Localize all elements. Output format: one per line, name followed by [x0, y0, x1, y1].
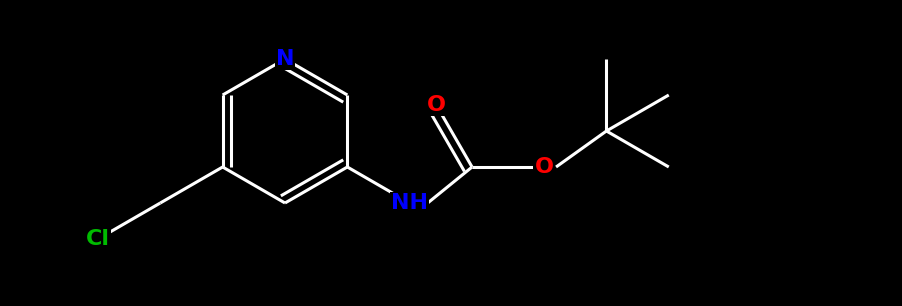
Text: N: N	[276, 49, 294, 69]
Text: Cl: Cl	[86, 229, 110, 249]
Text: NH: NH	[391, 193, 428, 213]
Text: O: O	[535, 157, 554, 177]
Text: O: O	[427, 95, 446, 115]
